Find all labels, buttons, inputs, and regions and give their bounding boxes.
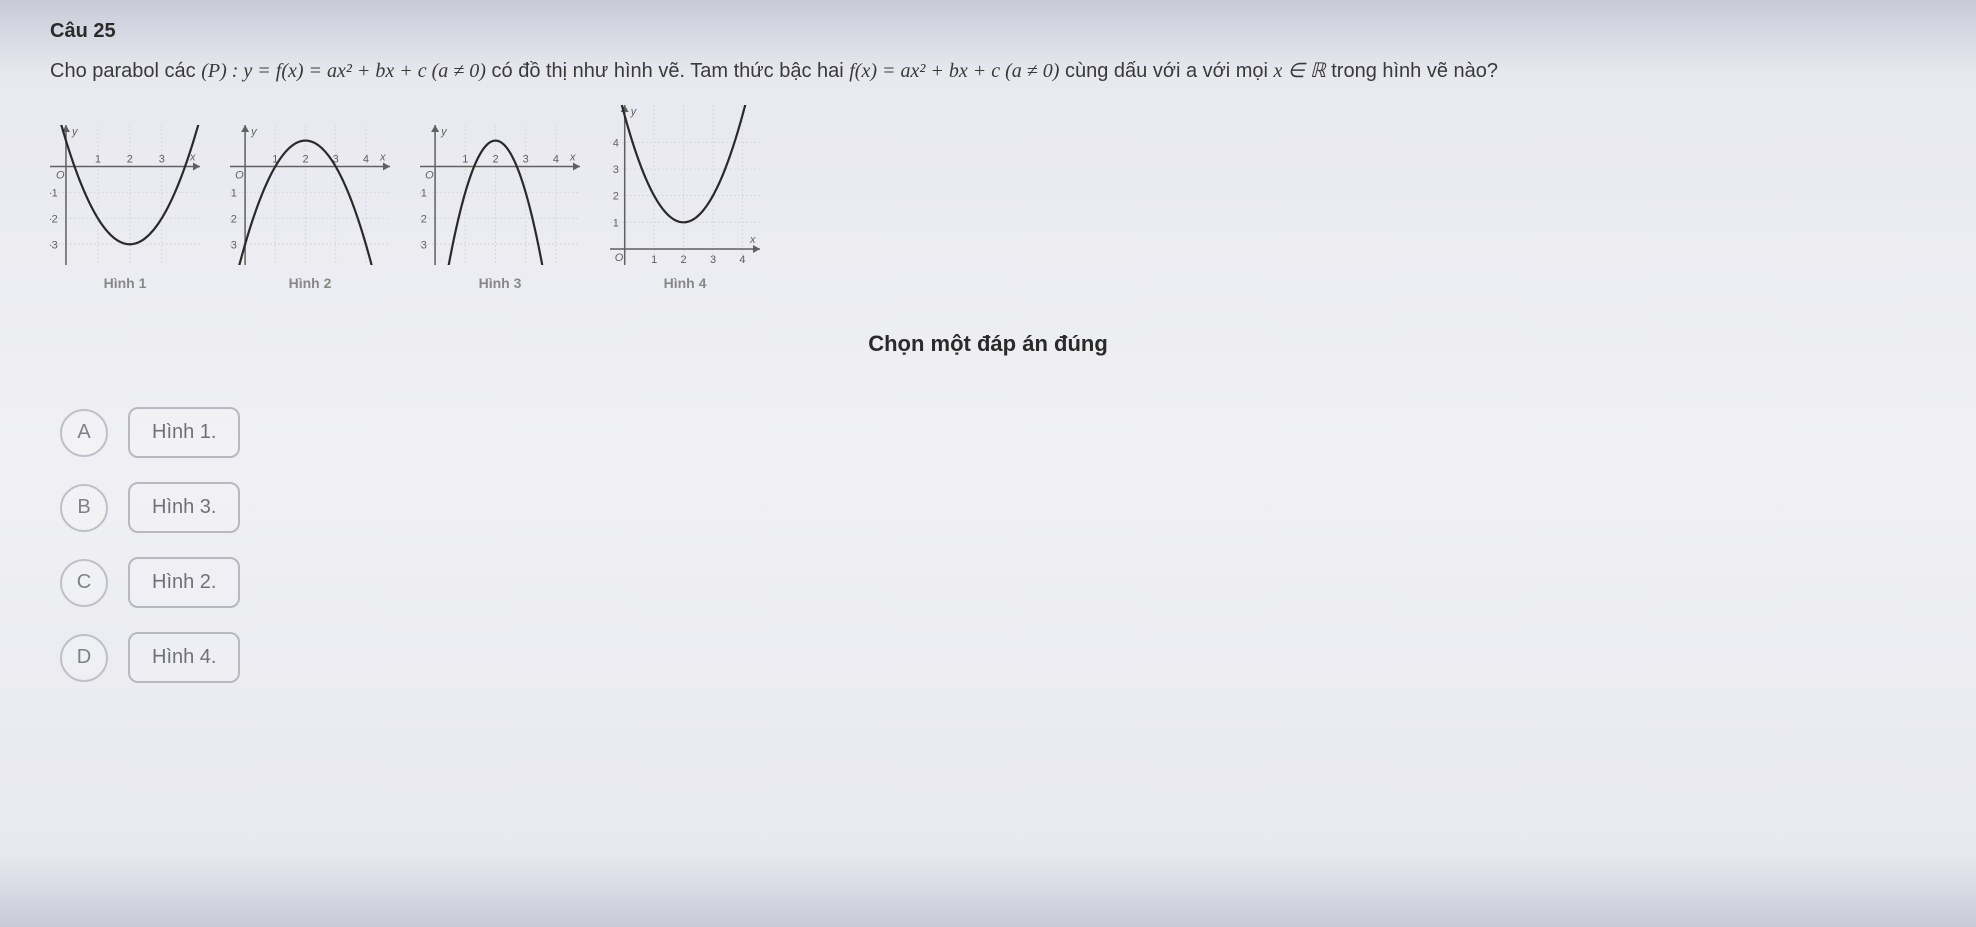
svg-text:2: 2: [302, 153, 308, 165]
graph-container: yxO123-1-2-3Hình 1: [50, 125, 200, 291]
choice-row: C Hình 2.: [60, 557, 1926, 608]
question-formula-3: x ∈ ℝ: [1274, 60, 1326, 82]
svg-text:O: O: [235, 169, 244, 181]
graph-svg: y x O 1 2 3 4 1 2 3 4: [610, 105, 760, 265]
svg-text:-1: -1: [50, 187, 58, 199]
question-text: Cho parabol các (P) : y = f(x) = ax² + b…: [50, 55, 1926, 87]
svg-text:x: x: [379, 151, 386, 163]
svg-text:3: 3: [523, 153, 529, 165]
svg-text:2: 2: [681, 254, 687, 265]
svg-text:x: x: [569, 151, 576, 163]
choice-row: A Hình 1.: [60, 407, 1926, 458]
svg-text:-1: -1: [230, 187, 237, 199]
question-number: Câu 25: [50, 20, 1926, 43]
svg-text:y: y: [440, 126, 448, 138]
choice-box-c[interactable]: Hình 2.: [128, 557, 240, 608]
svg-text:O: O: [425, 169, 434, 181]
choice-letter-b[interactable]: B: [60, 484, 108, 532]
question-formula-1: (P) : y = f(x) = ax² + bx + c (a ≠ 0): [201, 60, 486, 82]
svg-text:4: 4: [553, 153, 559, 165]
graphs-row: y x O 1 2 3 -1 -2 -3 Hình 1 y x O 1 2 3 4 -1 -2 -3 Hình 2 y x O…: [50, 105, 1926, 291]
graph-container: yxO1234-1-2-3Hình 2: [230, 125, 390, 291]
svg-text:-3: -3: [50, 239, 58, 251]
graph-label: Hình 4: [664, 275, 707, 291]
choice-letter-c[interactable]: C: [60, 559, 108, 607]
choice-box-d[interactable]: Hình 4.: [128, 632, 240, 683]
choose-prompt: Chọn một đáp án đúng: [50, 331, 1926, 357]
svg-text:-3: -3: [420, 239, 427, 251]
question-formula-2: f(x) = ax² + bx + c (a ≠ 0): [849, 60, 1059, 82]
svg-text:-1: -1: [420, 187, 427, 199]
choice-letter-d[interactable]: D: [60, 634, 108, 682]
svg-text:4: 4: [739, 254, 745, 265]
choice-box-a[interactable]: Hình 1.: [128, 407, 240, 458]
graph-svg: yxO1234-1-2-3: [230, 125, 390, 265]
svg-text:y: y: [71, 126, 79, 138]
choice-box-b[interactable]: Hình 3.: [128, 482, 240, 533]
graph-svg: y x O 1 2 3 4 -1 -2 -3: [420, 125, 580, 265]
choices-list: A Hình 1. B Hình 3. C Hình 2. D Hình 4.: [60, 407, 1926, 683]
svg-text:4: 4: [613, 137, 619, 149]
graph-label: Hình 3: [479, 275, 522, 291]
svg-text:2: 2: [613, 191, 619, 203]
svg-text:-2: -2: [230, 213, 237, 225]
graph-label: Hình 1: [104, 275, 147, 291]
svg-text:3: 3: [159, 153, 165, 165]
svg-text:-2: -2: [420, 213, 427, 225]
question-end: trong hình vẽ nào?: [1331, 60, 1498, 82]
svg-text:1: 1: [613, 217, 619, 229]
svg-text:O: O: [615, 252, 624, 264]
svg-text:x: x: [749, 234, 756, 246]
svg-text:2: 2: [492, 153, 498, 165]
graph-svg: yxO123-1-2-3: [50, 125, 200, 265]
svg-text:1: 1: [462, 153, 468, 165]
graph-label: Hình 2: [289, 275, 332, 291]
graph-container: y x O 1 2 3 4 1 2 3 4 Hình 4: [610, 105, 760, 291]
svg-text:1: 1: [651, 254, 657, 265]
svg-text:y: y: [630, 106, 638, 118]
svg-text:O: O: [56, 169, 65, 181]
svg-text:1: 1: [95, 153, 101, 165]
svg-text:3: 3: [710, 254, 716, 265]
svg-text:-3: -3: [230, 239, 237, 251]
svg-text:4: 4: [363, 153, 369, 165]
svg-text:3: 3: [613, 164, 619, 176]
svg-text:2: 2: [127, 153, 133, 165]
question-prefix: Cho parabol các: [50, 60, 201, 82]
graph-container: y x O 1 2 3 4 -1 -2 -3 Hình 3: [420, 125, 580, 291]
choice-row: B Hình 3.: [60, 482, 1926, 533]
svg-text:y: y: [250, 126, 258, 138]
question-suffix: cùng dấu với a với mọi: [1065, 60, 1274, 82]
choice-letter-a[interactable]: A: [60, 409, 108, 457]
svg-text:-2: -2: [50, 213, 58, 225]
question-mid: có đồ thị như hình vẽ. Tam thức bậc hai: [492, 60, 850, 82]
choice-row: D Hình 4.: [60, 632, 1926, 683]
